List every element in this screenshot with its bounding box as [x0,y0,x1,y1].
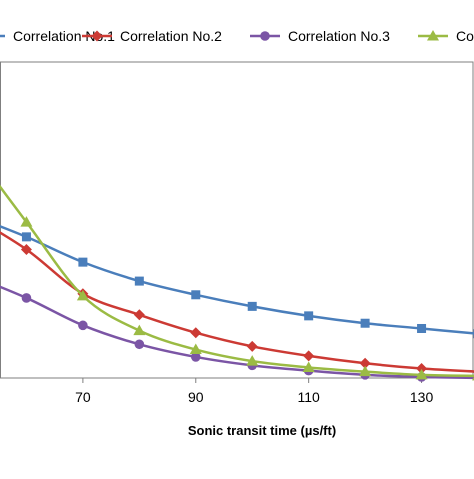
data-point [247,341,258,352]
series-line [0,215,474,372]
legend-label: Correlation No.3 [288,28,390,44]
legend-label: Correlation No.4 [456,28,474,44]
data-point [191,290,200,299]
data-point [361,319,370,328]
series-2 [0,209,474,377]
data-point [260,31,270,41]
data-point [303,350,314,361]
data-point [135,339,145,349]
data-point [135,277,144,286]
data-point [190,327,201,338]
series-line [0,215,474,334]
data-point [417,324,426,333]
x-axis-label: Sonic transit time (µs/ft) [188,423,336,438]
x-tick-label: 70 [75,389,91,405]
data-point [78,258,87,267]
legend-label: Correlation No.2 [120,28,222,44]
data-point [248,302,257,311]
series-line [0,146,474,376]
legend-item: Correlation No.3 [250,28,390,44]
data-point [134,309,145,320]
data-point [22,232,31,241]
data-point [78,321,88,331]
data-point [22,293,32,303]
x-axis-ticks: 70 90 110 130 [75,378,433,405]
plot-area [1,62,474,378]
data-point [304,311,313,320]
x-tick-label: 110 [298,389,321,405]
x-tick-label: 90 [188,389,204,405]
x-tick-label: 130 [410,389,434,405]
series-layer [0,140,474,383]
legend-item: Correlation No.4 [418,28,474,44]
